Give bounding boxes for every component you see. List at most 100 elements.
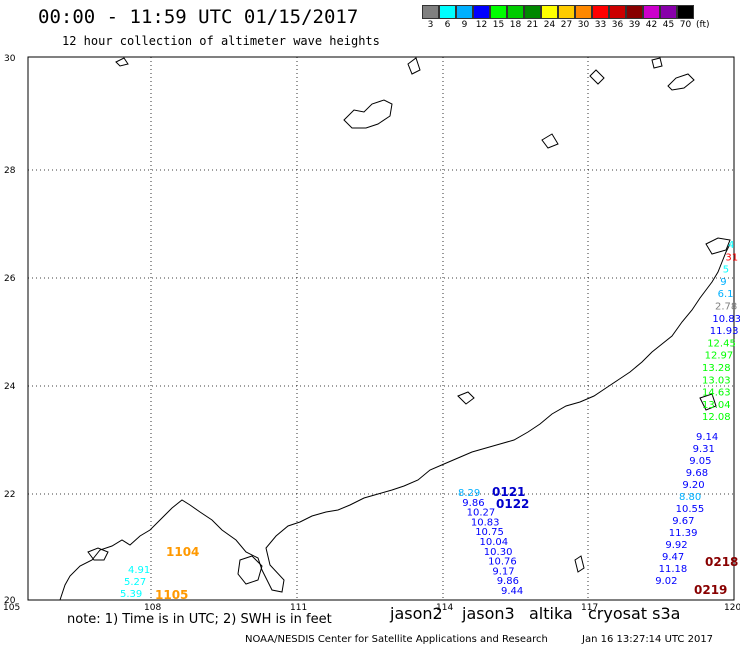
wave-height-value: 2.78 [715,302,737,313]
satellite-altika: altika [529,604,573,623]
legend-label: 39 [628,20,641,30]
legend-swatch [626,5,643,19]
coastline [59,57,731,601]
wave-height-value: 4 [728,240,734,251]
generated-timestamp: Jan 16 13:27:14 UTC 2017 [582,634,714,645]
lon-label: 108 [144,603,161,613]
pass-label: 1104 [166,545,199,559]
lat-label: 28 [4,166,16,176]
legend-label: 36 [611,20,624,30]
pass-label: 0219 [694,583,727,597]
legend-label: 9 [461,20,468,30]
wave-height-value: 9.92 [665,540,687,551]
wave-height-value: 10.30 [484,547,513,558]
map-grid [28,57,734,600]
wave-height-value: 9.86 [462,498,484,509]
lat-label: 30 [4,54,16,64]
wave-height-value: 9.47 [662,552,684,563]
legend-label: 45 [662,20,675,30]
wave-height-value: 9.31 [693,444,715,455]
wave-height-value: 9.20 [682,480,704,491]
wave-height-value: 5.27 [124,577,146,588]
footnote: note: 1) Time is in UTC; 2) SWH is in fe… [67,612,332,627]
lon-label: 114 [436,603,453,613]
satellite-jason2: jason2 [390,604,443,623]
legend-swatch [541,5,558,19]
wave-height-value: 9.14 [696,432,718,443]
legend-label: 70 [679,20,692,30]
lat-label: 24 [4,382,16,392]
legend-swatches [422,5,710,19]
chart-title: 00:00 - 11:59 UTC 01/15/2017 [38,6,359,28]
wave-height-value: 12.08 [702,412,731,423]
wave-height-value: 9.86 [497,576,519,587]
legend-swatch [643,5,660,19]
legend-label: 6 [444,20,451,30]
legend-unit: (ft) [696,20,710,30]
wave-height-value: 9.02 [655,576,677,587]
wave-height-value: 10.04 [480,537,509,548]
legend-swatch [660,5,677,19]
wave-height-value: 9 [720,277,726,288]
latitude-labels: 30 28 26 24 22 20 [4,54,16,606]
legend-swatch [439,5,456,19]
wave-height-value: 10.76 [488,557,517,568]
legend-label: 3 [427,20,434,30]
legend-swatch [456,5,473,19]
wave-height-value: 11.39 [669,528,698,539]
wave-height-value: 6.1 [718,289,734,300]
legend-swatch [422,5,439,19]
wave-height-value: 11.93 [710,326,739,337]
wave-height-value: 14.63 [702,388,731,399]
wave-height-value: 13.03 [702,375,731,386]
wave-height-value: 10.55 [676,504,705,515]
wave-height-value: 12.97 [705,351,734,362]
legend-swatch [575,5,592,19]
wave-height-value: 11.18 [659,564,688,575]
wave-height-value: 31 [725,252,738,263]
pass-label: 1105 [155,588,188,602]
wave-height-value: 8.29 [458,488,480,499]
pass-label: 0121 [492,485,525,499]
pass-label: 0218 [705,555,738,569]
legend-label: 21 [526,20,539,30]
legend-swatch [592,5,609,19]
legend-swatch [507,5,524,19]
wave-height-value: 10.75 [475,527,504,538]
lon-label: 117 [581,603,598,613]
legend-swatch [558,5,575,19]
track-value-labels: 8.299.8610.2710.8310.7510.0410.3010.769.… [120,240,740,600]
wave-height-value: 9.44 [501,586,523,597]
wave-height-value: 5 [723,265,729,276]
legend-label: 27 [560,20,573,30]
pass-label: 0122 [496,497,529,511]
legend-label: 18 [509,20,522,30]
wave-height-value: 5.39 [120,589,142,600]
map-frame [27,56,735,601]
wave-height-value: 9.17 [492,566,514,577]
lon-label: 111 [290,603,307,613]
wave-height-value: 10.83 [471,517,500,528]
satellite-cryosat: cryosat s3a [588,604,681,623]
legend-label: 42 [645,20,658,30]
wave-height-value: 13.28 [702,363,731,374]
legend-label: 12 [475,20,488,30]
lat-label: 20 [4,596,16,606]
satellite-jason3: jason3 [462,604,515,623]
legend-label: 24 [543,20,556,30]
credit-line: NOAA/NESDIS Center for Satellite Applica… [245,634,548,645]
lat-label: 22 [4,490,15,500]
wave-height-value: 9.05 [689,456,711,467]
wave-height-value: 8.80 [679,492,701,503]
legend-swatch [609,5,626,19]
legend-swatch [490,5,507,19]
wave-height-value: 9.68 [686,468,708,479]
wave-height-value: 9.67 [672,516,694,527]
lon-label: 105 [3,603,20,613]
legend-labels: 3 6 9 12 15 18 21 24 27 30 33 36 39 42 45 70 (ft) [422,19,710,31]
chart-subtitle: 12 hour collection of altimeter wave hei… [62,34,380,48]
wave-height-value: 13.04 [702,400,731,411]
wave-height-value: 12.45 [707,338,736,349]
color-legend: 3 6 9 12 15 18 21 24 27 30 33 36 39 42 45 70 (ft) [422,5,710,31]
